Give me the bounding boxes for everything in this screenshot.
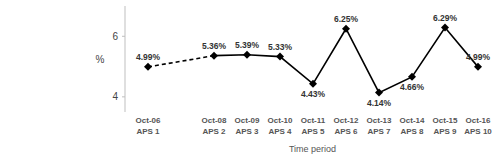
x-tick-label-line: Oct-13 (367, 116, 392, 125)
x-tick-label-line: APS 3 (235, 127, 259, 136)
marker (342, 25, 350, 33)
y-tick-label: 4 (112, 91, 118, 102)
data-labels: 4.99% 5.36% 5.39% 5.33% 4.43% 6.25% 4.14% 4.66%… (136, 13, 491, 108)
chart-svg: 46%Oct-06APS 1Oct-08APS 2Oct-09APS 3Oct-… (0, 0, 500, 158)
x-tick-label-line: Oct-14 (400, 116, 425, 125)
x-tick-label: Oct-12 APS 6 (334, 116, 359, 136)
data-label: 5.39% (235, 40, 260, 50)
x-tick-label-line: APS 1 (136, 127, 160, 136)
plot-marks (144, 24, 482, 97)
marker (243, 51, 251, 59)
x-tick-label-line: APS 2 (202, 127, 226, 136)
x-tick-label: Oct-15 APS 9 (433, 116, 458, 136)
x-tick-label-line: APS 4 (268, 127, 292, 136)
marker (408, 73, 416, 81)
x-axis-label: Time period (289, 144, 336, 154)
marker (144, 63, 152, 71)
data-label: 4.99% (136, 52, 161, 62)
x-tick-label-line: Oct-11 (301, 116, 326, 125)
data-label: 4.43% (301, 89, 326, 99)
marker (474, 63, 482, 71)
data-label: 4.66% (400, 82, 425, 92)
data-label: 5.36% (202, 41, 227, 51)
x-tick-label-line: Oct-12 (334, 116, 359, 125)
y-tick (122, 96, 125, 97)
marker (309, 80, 317, 88)
x-tick-label-line: APS 5 (301, 127, 325, 136)
x-tick-label: Oct-06 APS 1 (136, 116, 161, 136)
x-tick-label: Oct-10 APS 4 (268, 116, 293, 136)
marker (375, 89, 383, 97)
x-tick-label: Oct-16 APS 10 (464, 116, 492, 136)
x-tick-label: Oct-08 APS 2 (202, 116, 227, 136)
x-tick-label-line: Oct-16 (466, 116, 491, 125)
marker (276, 53, 284, 61)
data-label: 6.29% (433, 13, 458, 23)
x-tick-label: Oct-13 APS 7 (367, 116, 392, 136)
data-label: 5.33% (268, 42, 293, 52)
marker (210, 52, 218, 60)
x-tick-label: Oct-14 APS 8 (400, 116, 425, 136)
line (214, 28, 478, 93)
x-tick-label-line: Oct-09 (235, 116, 260, 125)
x-tick-label-line: Oct-10 (268, 116, 293, 125)
x-tick-label-line: APS 8 (400, 127, 424, 136)
marker (441, 24, 449, 32)
y-axis-line (125, 6, 126, 112)
y-tick-label: 6 (112, 31, 118, 42)
x-tick-label-line: APS 6 (334, 127, 358, 136)
x-tick-label-line: APS 7 (367, 127, 391, 136)
x-tick-label-line: Oct-06 (136, 116, 161, 125)
x-tick-label-line: APS 9 (433, 127, 457, 136)
y-tick (122, 36, 125, 37)
x-tick-label-line: APS 10 (464, 127, 492, 136)
x-tick-label: Oct-09 APS 3 (235, 116, 260, 136)
x-tick-label-line: Oct-15 (433, 116, 458, 125)
x-tick-label-line: Oct-08 (202, 116, 227, 125)
data-label: 4.99% (466, 52, 491, 62)
data-label: 4.14% (367, 98, 392, 108)
x-tick-label: Oct-11 APS 5 (301, 116, 326, 136)
y-axis-label: % (96, 54, 105, 65)
chart-container: 46%Oct-06APS 1Oct-08APS 2Oct-09APS 3Oct-… (0, 0, 500, 158)
data-label: 6.25% (334, 14, 359, 24)
